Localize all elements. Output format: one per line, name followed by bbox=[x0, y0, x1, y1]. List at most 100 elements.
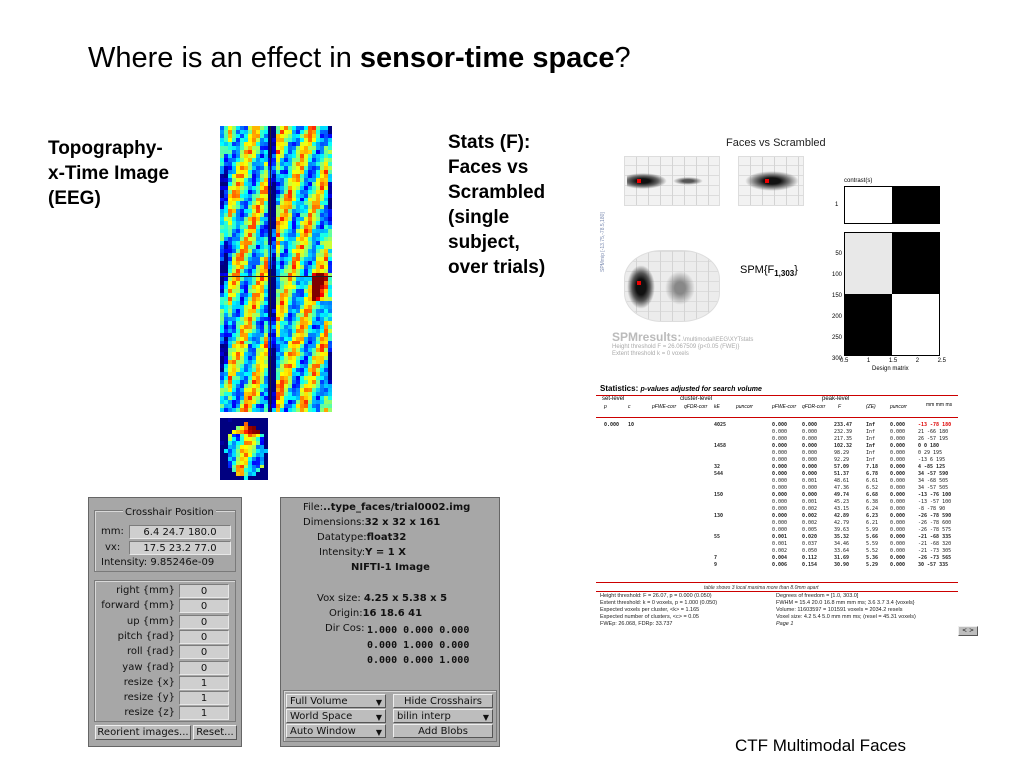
heat-cell bbox=[228, 425, 233, 431]
heat-cell bbox=[264, 464, 268, 469]
heat-cell bbox=[260, 356, 265, 361]
heat-cell bbox=[224, 245, 229, 250]
heat-cell bbox=[308, 384, 313, 389]
heat-cell bbox=[232, 421, 237, 427]
table-cell: 0.000 bbox=[890, 492, 906, 498]
heat-cell bbox=[256, 221, 261, 226]
param-field[interactable]: 0 bbox=[179, 584, 229, 598]
heat-cell bbox=[236, 177, 241, 183]
param-field[interactable]: 0 bbox=[179, 614, 229, 629]
heat-cell bbox=[264, 197, 269, 202]
heat-cell bbox=[324, 280, 329, 286]
param-field[interactable]: 1 bbox=[179, 706, 229, 721]
table-cell: 0.050 bbox=[802, 548, 818, 554]
heat-cell bbox=[288, 137, 293, 143]
param-field[interactable]: 0 bbox=[179, 645, 229, 660]
heat-cell bbox=[316, 237, 321, 242]
heat-cell bbox=[308, 352, 313, 357]
window-dropdown[interactable]: Auto Window ▼ bbox=[286, 724, 386, 738]
heat-cell bbox=[236, 476, 241, 480]
heat-cell bbox=[324, 400, 329, 405]
heat-cell bbox=[236, 460, 241, 465]
heat-cell bbox=[236, 213, 241, 218]
heat-cell bbox=[328, 296, 332, 302]
heat-cell bbox=[324, 364, 329, 369]
heat-cell bbox=[304, 276, 309, 282]
add-blobs-button[interactable]: Add Blobs bbox=[393, 724, 493, 738]
heat-cell bbox=[280, 348, 285, 353]
heat-cell bbox=[324, 189, 329, 195]
heat-cell bbox=[240, 245, 245, 250]
heat-cell bbox=[280, 360, 285, 365]
heat-cell bbox=[328, 384, 332, 389]
heat-cell bbox=[220, 229, 225, 234]
heat-cell bbox=[228, 332, 233, 338]
heat-cell bbox=[296, 308, 301, 314]
heat-cell bbox=[300, 384, 305, 389]
heat-cell bbox=[264, 265, 269, 270]
heat-cell bbox=[256, 460, 261, 465]
volume-dropdown[interactable]: Full Volume ▼ bbox=[286, 694, 386, 708]
heat-cell bbox=[248, 388, 253, 393]
param-label: up {mm} bbox=[126, 615, 175, 627]
heat-cell bbox=[280, 221, 285, 226]
heat-cell bbox=[224, 296, 229, 302]
table-cell: 0.000 bbox=[772, 429, 788, 435]
heat-cell bbox=[260, 257, 265, 262]
heat-cell bbox=[280, 245, 285, 250]
heat-cell bbox=[288, 233, 293, 238]
spm-results-info: Height threshold F = 26.067509 {p<0.05 (… bbox=[612, 344, 740, 357]
heat-cell bbox=[220, 233, 225, 238]
heat-cell bbox=[272, 157, 277, 163]
heat-cell bbox=[276, 356, 281, 361]
heat-cell bbox=[328, 209, 332, 214]
heat-cell bbox=[264, 205, 269, 210]
interpolation-dropdown[interactable]: bilin interp ▼ bbox=[393, 709, 493, 723]
heat-cell bbox=[328, 133, 332, 139]
heat-cell bbox=[324, 233, 329, 238]
heat-cell bbox=[228, 408, 233, 412]
heat-cell bbox=[308, 400, 313, 405]
heat-cell bbox=[328, 177, 332, 183]
page-nav-button[interactable]: < > bbox=[958, 626, 978, 636]
heat-cell bbox=[300, 328, 305, 334]
mm-field[interactable]: 6.4 24.7 180.0 bbox=[129, 525, 231, 539]
heat-cell bbox=[260, 441, 265, 446]
heat-cell bbox=[224, 388, 229, 393]
heat-cell bbox=[252, 157, 257, 163]
heat-cell bbox=[308, 404, 313, 409]
heat-cell bbox=[220, 173, 225, 179]
heat-cell bbox=[232, 456, 237, 462]
heat-cell bbox=[280, 392, 285, 397]
heat-cell bbox=[228, 221, 233, 226]
hide-crosshairs-button[interactable]: Hide Crosshairs bbox=[393, 694, 493, 708]
param-field[interactable]: 1 bbox=[179, 691, 229, 706]
heat-cell bbox=[264, 376, 269, 381]
param-field[interactable]: 1 bbox=[179, 675, 229, 690]
heat-cell bbox=[312, 292, 317, 298]
table-cell: 0.000 bbox=[802, 471, 818, 477]
heat-cell bbox=[300, 161, 305, 167]
heat-cell bbox=[280, 197, 285, 202]
heat-cell bbox=[276, 257, 281, 262]
param-field[interactable]: 0 bbox=[179, 629, 229, 644]
heat-cell bbox=[248, 296, 253, 302]
heat-cell bbox=[280, 356, 285, 361]
heat-cell bbox=[320, 380, 325, 385]
vx-field[interactable]: 17.5 23.2 77.0 bbox=[129, 541, 231, 555]
heat-cell bbox=[316, 205, 321, 210]
heat-cell bbox=[288, 296, 293, 302]
heat-cell bbox=[272, 153, 277, 159]
reset-button[interactable]: Reset... bbox=[193, 725, 237, 740]
param-field[interactable]: 0 bbox=[179, 599, 229, 614]
heat-cell bbox=[304, 372, 309, 377]
heat-cell bbox=[296, 408, 301, 412]
param-field[interactable]: 0 bbox=[179, 660, 229, 675]
space-dropdown[interactable]: World Space ▼ bbox=[286, 709, 386, 723]
heat-cell bbox=[296, 145, 301, 151]
heat-cell bbox=[304, 209, 309, 214]
heat-cell bbox=[324, 253, 329, 258]
heat-cell bbox=[328, 368, 332, 373]
heat-cell bbox=[260, 237, 265, 242]
reorient-images-button[interactable]: Reorient images... bbox=[95, 725, 191, 740]
